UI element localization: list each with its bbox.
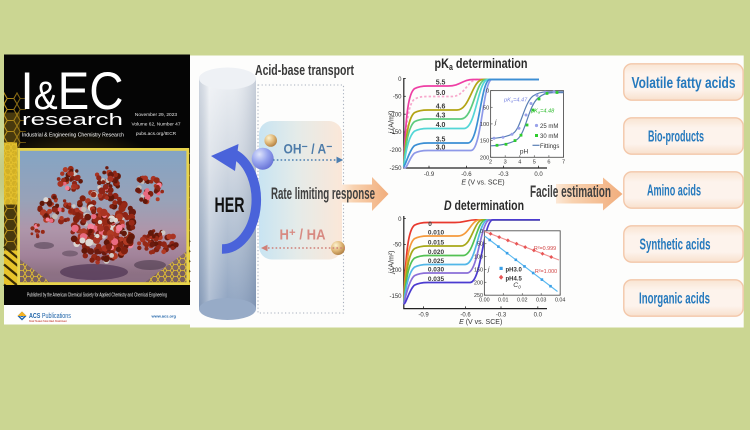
svg-text:5.0: 5.0 — [436, 90, 446, 97]
svg-text:0.00: 0.00 — [479, 298, 490, 304]
svg-text:0.030: 0.030 — [428, 267, 445, 274]
svg-text:4.3: 4.3 — [436, 113, 446, 120]
svg-text:3.5: 3.5 — [436, 137, 446, 144]
svg-text:6: 6 — [547, 160, 550, 166]
svg-text:30 mM: 30 mM — [540, 134, 558, 140]
svg-text:5: 5 — [533, 160, 536, 166]
svg-text:Published by the American Chem: Published by the American Chemical Socie… — [27, 292, 167, 298]
svg-text:OH⁻ / A⁻: OH⁻ / A⁻ — [284, 141, 333, 157]
svg-text:j: j — [487, 266, 490, 273]
svg-text:0.0: 0.0 — [534, 172, 543, 178]
svg-text:-0.9: -0.9 — [418, 313, 429, 319]
svg-text:0.025: 0.025 — [428, 258, 445, 265]
svg-text:25 mM: 25 mM — [540, 124, 558, 130]
svg-text:E (V vs. SCE): E (V vs. SCE) — [461, 180, 504, 187]
svg-text:0.020: 0.020 — [428, 249, 445, 256]
svg-text:250: 250 — [474, 293, 483, 299]
svg-text:D determination: D determination — [444, 197, 524, 213]
svg-text:2: 2 — [489, 160, 492, 166]
svg-text:-0.6: -0.6 — [461, 172, 472, 178]
svg-text:-0.3: -0.3 — [496, 313, 507, 319]
svg-text:150: 150 — [474, 267, 483, 273]
svg-text:3: 3 — [504, 160, 507, 166]
svg-text:-0.6: -0.6 — [460, 313, 471, 319]
svg-text:-50: -50 — [393, 242, 402, 248]
svg-text:3.0: 3.0 — [436, 145, 446, 152]
svg-text:0.04: 0.04 — [555, 298, 566, 304]
svg-text:-150: -150 — [389, 130, 402, 136]
svg-text:ACS Publications: ACS Publications — [29, 313, 71, 320]
svg-text:-100: -100 — [389, 268, 402, 274]
svg-text:0: 0 — [428, 221, 432, 228]
svg-text:100: 100 — [480, 122, 489, 128]
svg-text:I&EC: I&EC — [21, 62, 124, 121]
svg-text:j (A/m²): j (A/m²) — [389, 111, 396, 135]
svg-text:0: 0 — [398, 217, 402, 223]
svg-text:November 29, 2023: November 29, 2023 — [135, 112, 177, 118]
svg-text:Volume 62, Number 47: Volume 62, Number 47 — [131, 122, 180, 128]
svg-text:50: 50 — [483, 105, 489, 111]
svg-text:50: 50 — [477, 242, 483, 248]
svg-text:pH: pH — [520, 149, 529, 156]
svg-text:research: research — [22, 110, 123, 129]
svg-text:0: 0 — [480, 229, 483, 235]
svg-text:100: 100 — [474, 255, 483, 261]
svg-text:H⁺ / HA: H⁺ / HA — [280, 227, 326, 243]
svg-text:pKa determination: pKa determination — [435, 55, 528, 72]
svg-text:7: 7 — [562, 160, 565, 166]
svg-text:150: 150 — [480, 139, 489, 145]
svg-text:0.01: 0.01 — [498, 298, 509, 304]
svg-text:Acid-base transport: Acid-base transport — [255, 63, 354, 79]
svg-text:0.0: 0.0 — [534, 313, 543, 319]
svg-text:Rate limiting response: Rate limiting response — [271, 185, 375, 203]
svg-text:-100: -100 — [389, 112, 402, 118]
svg-text:0.02: 0.02 — [517, 298, 528, 304]
svg-text:C0: C0 — [513, 282, 521, 290]
svg-text:4.6: 4.6 — [436, 104, 446, 111]
svg-text:-250: -250 — [389, 166, 402, 172]
svg-text:j: j — [494, 119, 497, 126]
svg-text:-50: -50 — [393, 95, 402, 101]
svg-text:Facile estimation: Facile estimation — [530, 183, 611, 201]
svg-text:-0.9: -0.9 — [424, 172, 435, 178]
svg-text:0.015: 0.015 — [428, 240, 445, 247]
svg-text:R²=0.999: R²=0.999 — [534, 246, 556, 252]
svg-text:R²=1.000: R²=1.000 — [535, 269, 557, 275]
svg-text:-200: -200 — [389, 148, 402, 154]
svg-text:Bio-products: Bio-products — [648, 129, 704, 146]
svg-text:0.010: 0.010 — [428, 230, 445, 237]
svg-text:Amino acids: Amino acids — [647, 183, 701, 200]
svg-text:pKa=4.47: pKa=4.47 — [503, 98, 528, 104]
svg-text:0.035: 0.035 — [428, 276, 445, 283]
svg-text:pKa=4.48: pKa=4.48 — [530, 109, 555, 115]
svg-text:200: 200 — [480, 155, 489, 161]
svg-text:-150: -150 — [389, 294, 402, 300]
svg-text:Fittings: Fittings — [540, 144, 559, 150]
svg-text:4.0: 4.0 — [436, 122, 446, 129]
svg-text:Inorganic acids: Inorganic acids — [639, 291, 710, 308]
svg-text:j (A/m²): j (A/m²) — [389, 251, 396, 275]
svg-text:200: 200 — [474, 280, 483, 286]
svg-text:-0.3: -0.3 — [498, 172, 509, 178]
svg-text:Industrial & Engineering Chemi: Industrial & Engineering Chemistry Resea… — [22, 133, 124, 139]
svg-text:E (V vs. SCE): E (V vs. SCE) — [459, 319, 502, 326]
svg-text:Most Trusted. Most Cited. Most: Most Trusted. Most Cited. Most Read. — [29, 319, 67, 323]
svg-text:pH3.0: pH3.0 — [506, 268, 523, 274]
svg-text:4: 4 — [518, 160, 521, 166]
svg-text:www.acs.org: www.acs.org — [150, 314, 176, 319]
svg-text:Synthetic acids: Synthetic acids — [640, 237, 711, 254]
svg-text:0: 0 — [486, 89, 489, 95]
svg-text:pH4.5: pH4.5 — [506, 277, 523, 283]
svg-text:HER: HER — [215, 193, 245, 217]
svg-text:Volatile fatty acids: Volatile fatty acids — [632, 75, 736, 92]
svg-text:0: 0 — [398, 77, 402, 83]
svg-text:pubs.acs.org/IECR: pubs.acs.org/IECR — [136, 131, 177, 137]
svg-text:0.03: 0.03 — [536, 298, 547, 304]
svg-text:5.5: 5.5 — [436, 80, 446, 87]
